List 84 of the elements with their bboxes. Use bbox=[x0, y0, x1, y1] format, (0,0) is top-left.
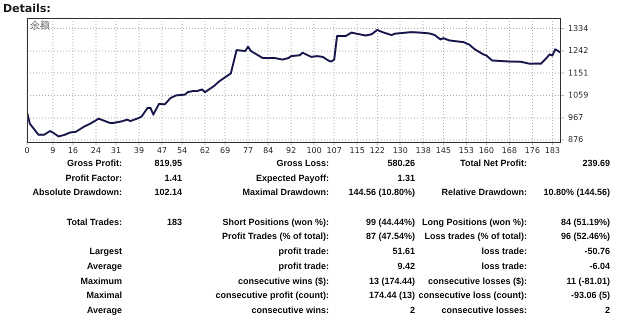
x-tick-label: 168 bbox=[502, 146, 517, 155]
text: Short Positions (won %): bbox=[222, 217, 329, 227]
text: Long Positions (won %): bbox=[422, 217, 527, 227]
text: Absolute Drawdown: bbox=[32, 187, 122, 197]
text: 9.42 bbox=[397, 261, 415, 271]
x-tick-label: 24 bbox=[90, 146, 101, 155]
text: 819.95 bbox=[154, 158, 182, 168]
text: 2 bbox=[410, 305, 415, 315]
x-tick-label: 160 bbox=[478, 146, 494, 155]
x-tick-label: 107 bbox=[326, 146, 342, 155]
x-tick-label: 0 bbox=[24, 146, 30, 155]
text: Profit Trades (% of total): bbox=[222, 231, 329, 241]
y-tick-label: 967 bbox=[568, 113, 584, 122]
x-tick-label: 54 bbox=[176, 146, 188, 155]
x-tick-label: 16 bbox=[68, 146, 78, 155]
text: consecutive wins: bbox=[251, 305, 329, 315]
text: Maximal Drawdown: bbox=[242, 187, 329, 197]
x-tick-label: 47 bbox=[156, 146, 168, 155]
y-tick-label: 1059 bbox=[568, 90, 588, 100]
x-tick-label: 122 bbox=[370, 146, 385, 155]
text: 11 (-81.01) bbox=[566, 276, 610, 286]
x-tick-label: 138 bbox=[416, 146, 431, 155]
x-tick-label: 77 bbox=[242, 146, 254, 155]
x-tick-label: 176 bbox=[524, 146, 540, 155]
text: 99 (44.44%) bbox=[366, 217, 415, 227]
x-tick-label: 9 bbox=[50, 146, 56, 155]
text: consecutive loss (count): bbox=[418, 290, 527, 300]
text: 1.31 bbox=[397, 173, 415, 183]
x-tick-label: 153 bbox=[458, 146, 474, 155]
text: profit trade: bbox=[278, 261, 329, 271]
text: Relative Drawdown: bbox=[441, 187, 527, 197]
text: consecutive losses: bbox=[441, 305, 527, 315]
text: Loss trades (% of total): bbox=[424, 231, 527, 241]
x-tick-label: 145 bbox=[436, 146, 451, 155]
text: loss trade: bbox=[481, 261, 527, 271]
text: 87 (47.54%) bbox=[366, 231, 415, 241]
y-tick-label: 1151 bbox=[568, 68, 588, 78]
x-tick-label: 115 bbox=[350, 146, 365, 155]
x-tick-label: 31 bbox=[110, 146, 122, 155]
x-tick-label: 39 bbox=[134, 146, 144, 155]
text: 144.56 (10.80%) bbox=[348, 187, 415, 197]
text: Largest bbox=[89, 246, 122, 256]
text: 13 (174.44) bbox=[368, 276, 415, 286]
text: 1.41 bbox=[164, 173, 182, 183]
text: consecutive losses ($): bbox=[428, 276, 527, 286]
y-tick-label: 1242 bbox=[568, 46, 588, 56]
x-tick-label: 69 bbox=[220, 146, 230, 155]
text: 96 (52.46%) bbox=[560, 231, 610, 241]
text: 2 bbox=[604, 305, 610, 315]
text: 51.61 bbox=[392, 246, 415, 256]
text: 84 (51.19%) bbox=[560, 217, 610, 227]
text: 580.26 bbox=[387, 158, 415, 168]
text: Maximum bbox=[80, 276, 122, 286]
text: Maximal bbox=[86, 290, 122, 300]
text: Profit Factor: bbox=[65, 173, 122, 183]
text: profit trade: bbox=[278, 246, 329, 256]
text: loss trade: bbox=[481, 246, 527, 256]
y-tick-label: 1334 bbox=[568, 24, 588, 33]
text: 174.44 (13) bbox=[368, 290, 415, 300]
text: Total Net Profit: bbox=[460, 158, 527, 168]
text: 183 bbox=[166, 217, 182, 227]
text: Average bbox=[86, 261, 122, 271]
x-tick-label: 100 bbox=[306, 146, 322, 155]
x-tick-label: 92 bbox=[286, 146, 296, 155]
x-tick-label: 130 bbox=[392, 146, 408, 155]
text: -93.06 (5) bbox=[570, 290, 610, 300]
chart-title: Details: bbox=[3, 2, 51, 15]
text: Average bbox=[86, 305, 122, 315]
x-tick-label: 183 bbox=[544, 146, 560, 155]
text: Total Trades: bbox=[66, 217, 122, 227]
text: 102.14 bbox=[154, 187, 182, 197]
x-tick-label: 84 bbox=[263, 146, 274, 155]
text: Expected Payoff: bbox=[256, 173, 329, 183]
y-tick-label: 876 bbox=[568, 135, 584, 144]
text: -50.76 bbox=[584, 246, 610, 256]
text: -6.04 bbox=[589, 261, 610, 271]
text: Gross Loss: bbox=[276, 158, 329, 168]
text: consecutive profit (count): bbox=[215, 290, 329, 300]
text: Gross Profit: bbox=[66, 158, 122, 168]
text: 余额 bbox=[30, 20, 50, 32]
x-tick-label: 62 bbox=[200, 146, 210, 155]
text: 10.80% (144.56) bbox=[543, 187, 610, 197]
text: consecutive wins ($): bbox=[238, 276, 329, 286]
text: 239.69 bbox=[582, 158, 610, 168]
